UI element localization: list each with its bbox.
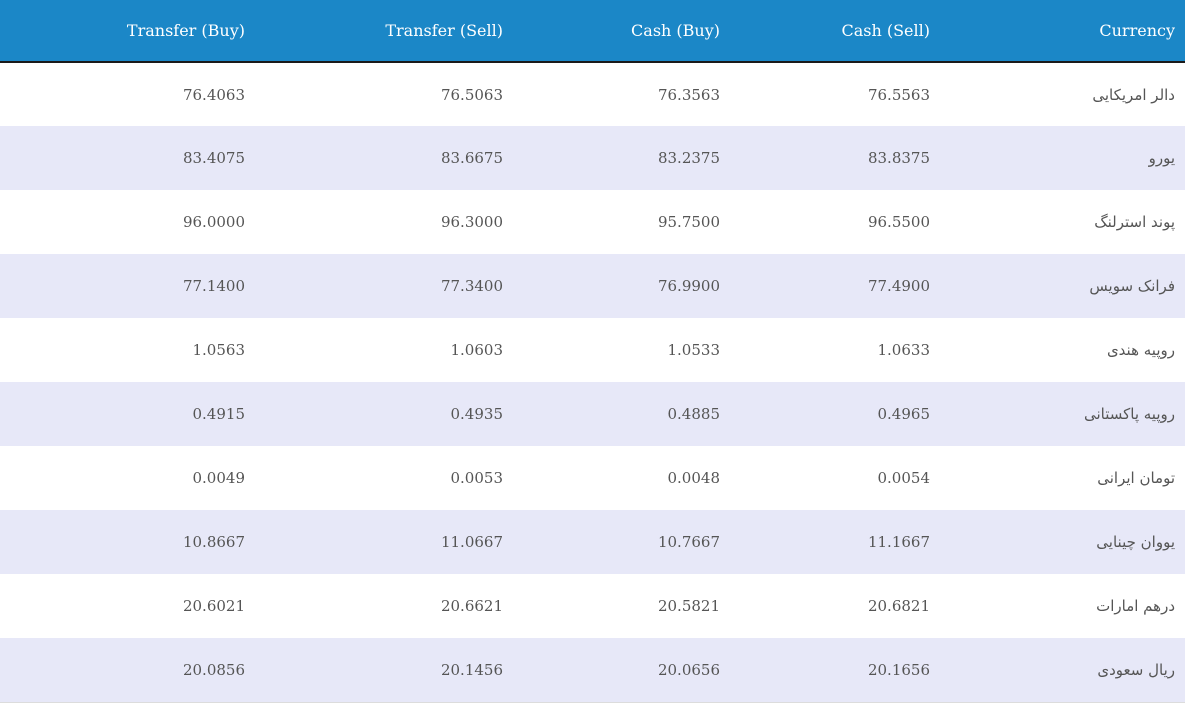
transfer-buy-cell: 77.1400: [182, 277, 245, 295]
header-transfer-sell: Transfer (Sell): [245, 0, 503, 63]
transfer-sell-cell: 20.1456: [245, 638, 503, 703]
transfer-sell-cell: 11.0667: [440, 533, 503, 551]
currency-name-cell: یورو: [1148, 149, 1175, 167]
table-row: 0.0049 0.0053 0.0048 0.0054 تومان ایرانی: [0, 446, 1185, 510]
currency-name-cell: درهم امارات: [1096, 597, 1175, 615]
header-currency: Currency: [930, 0, 1185, 63]
transfer-buy-cell: 10.8667: [182, 533, 245, 551]
transfer-sell-cell: 0.0053: [450, 469, 504, 487]
cash-sell-cell: 1.0633: [877, 341, 931, 359]
cash-buy-cell: 0.4885: [667, 405, 721, 423]
transfer-sell-cell: 76.5063: [440, 85, 503, 104]
currency-name-cell: دالر امریکایی: [1092, 85, 1175, 104]
currency-name-cell: روپیه پاکستانی: [1083, 405, 1175, 423]
cash-buy-cell: 83.2375: [657, 149, 720, 167]
cash-sell-cell: 0.4965: [877, 405, 931, 423]
currency-name-cell: روپیه هندی: [1106, 341, 1175, 359]
table-body: 76.4063 76.5063 76.3563 76.5563 دالر امر…: [0, 62, 1185, 703]
currency-name-cell: پوند استرلنگ: [1094, 213, 1175, 231]
table-row: 20.6021 20.6621 20.5821 20.6821 درهم اما…: [0, 574, 1185, 638]
cash-sell-cell: 0.0054: [877, 469, 931, 487]
transfer-sell-cell: 0.4935: [450, 405, 504, 423]
header-cash-buy: Cash (Buy): [503, 0, 720, 63]
transfer-buy-cell: 1.0563: [192, 341, 246, 359]
table-row: 1.0563 1.0603 1.0533 1.0633 روپیه هندی: [0, 318, 1185, 382]
transfer-buy-cell: 83.4075: [182, 149, 245, 167]
header-cash-sell: Cash (Sell): [720, 0, 930, 63]
transfer-buy-cell: 20.6021: [182, 597, 245, 615]
transfer-sell-cell: 96.3000: [440, 213, 503, 231]
cash-buy-cell: 1.0533: [667, 341, 721, 359]
transfer-buy-cell: 0.4915: [192, 405, 246, 423]
cash-sell-cell: 76.5563: [867, 85, 930, 104]
header-row: Transfer (Buy) Transfer (Sell) Cash (Buy…: [0, 0, 1185, 63]
transfer-sell-cell: 1.0603: [450, 341, 504, 359]
transfer-buy-cell: 96.0000: [182, 213, 245, 231]
cash-buy-cell: 76.9900: [657, 277, 720, 295]
table-row: 77.1400 77.3400 76.9900 77.4900 فرانک سو…: [0, 254, 1185, 318]
cash-sell-cell: 20.6821: [867, 597, 930, 615]
cash-sell-cell: 77.4900: [867, 277, 930, 295]
transfer-sell-cell: 77.3400: [440, 277, 503, 295]
cash-sell-cell: 96.5500: [867, 213, 930, 231]
cash-buy-cell: 10.7667: [657, 533, 720, 551]
currency-name-cell: تومان ایرانی: [1097, 469, 1175, 487]
cash-sell-cell: 20.1656: [720, 638, 930, 703]
currency-name-cell: فرانک سویس: [1089, 277, 1175, 295]
table-row: 96.0000 96.3000 95.7500 96.5500 پوند است…: [0, 190, 1185, 254]
cash-buy-cell: 20.0656: [503, 638, 720, 703]
cash-buy-cell: 95.7500: [657, 213, 720, 231]
currency-name-cell: یووان چینایی: [1096, 533, 1175, 551]
table-row: 10.8667 11.0667 10.7667 11.1667 یووان چی…: [0, 510, 1185, 574]
transfer-sell-cell: 20.6621: [440, 597, 503, 615]
transfer-sell-cell: 83.6675: [440, 149, 503, 167]
cash-buy-cell: 0.0048: [667, 469, 721, 487]
cash-sell-cell: 11.1667: [867, 533, 930, 551]
header-transfer-buy: Transfer (Buy): [0, 0, 245, 63]
cash-sell-cell: 83.8375: [867, 149, 930, 167]
currency-name-cell: ریال سعودی: [930, 638, 1185, 703]
table-row: 0.4915 0.4935 0.4885 0.4965 روپیه پاکستا…: [0, 382, 1185, 446]
cash-buy-cell: 20.5821: [657, 597, 720, 615]
cash-buy-cell: 76.3563: [657, 85, 720, 104]
table-row: 83.4075 83.6675 83.2375 83.8375 یورو: [0, 126, 1185, 190]
table-row: 20.0856 20.1456 20.0656 20.1656 ریال سعو…: [0, 638, 1185, 703]
transfer-buy-cell: 0.0049: [192, 469, 246, 487]
transfer-buy-cell: 20.0856: [0, 638, 245, 703]
transfer-buy-cell: 76.4063: [182, 85, 245, 104]
table-header: Transfer (Buy) Transfer (Sell) Cash (Buy…: [0, 0, 1185, 63]
table-row: 76.4063 76.5063 76.3563 76.5563 دالر امر…: [0, 62, 1185, 126]
